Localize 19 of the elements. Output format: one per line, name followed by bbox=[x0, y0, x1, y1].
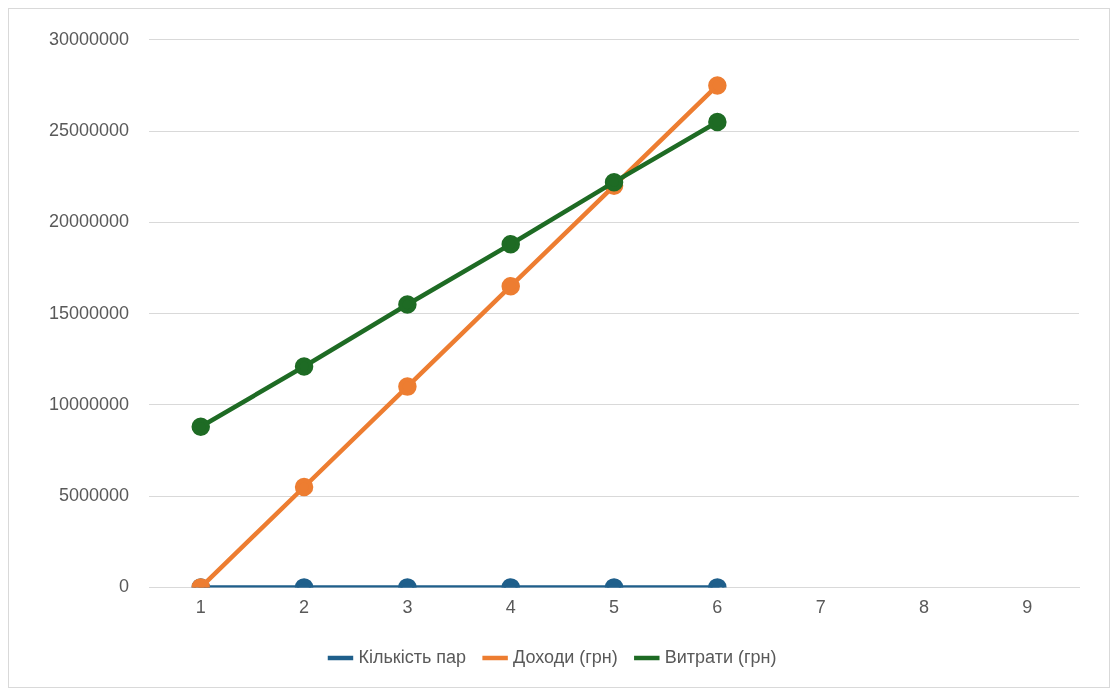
y-tick-label: 30000000 bbox=[48, 28, 130, 49]
x-tick-label: 7 bbox=[815, 597, 826, 618]
x-tick-label: 1 bbox=[195, 597, 206, 618]
y-tick-label: 25000000 bbox=[48, 120, 130, 141]
y-tick-label: 10000000 bbox=[48, 393, 130, 414]
y-tick-label: 15000000 bbox=[48, 302, 130, 323]
y-tick-label: 0 bbox=[119, 576, 130, 597]
x-tick-label: 5 bbox=[609, 597, 620, 618]
x-tick-label: 6 bbox=[712, 597, 723, 618]
x-tick-label: 9 bbox=[1022, 597, 1033, 618]
x-tick-label: 8 bbox=[919, 597, 930, 618]
x-tick-label: 4 bbox=[505, 597, 516, 618]
legend-label: Кількість пар bbox=[358, 646, 467, 667]
x-tick-label: 2 bbox=[299, 597, 310, 618]
y-tick-label: 5000000 bbox=[59, 485, 130, 506]
y-tick-label: 20000000 bbox=[48, 211, 130, 232]
legend-label: Доходи (грн) bbox=[513, 646, 618, 667]
x-tick-label: 3 bbox=[402, 597, 413, 618]
legend-label: Витрати (грн) bbox=[664, 646, 777, 667]
